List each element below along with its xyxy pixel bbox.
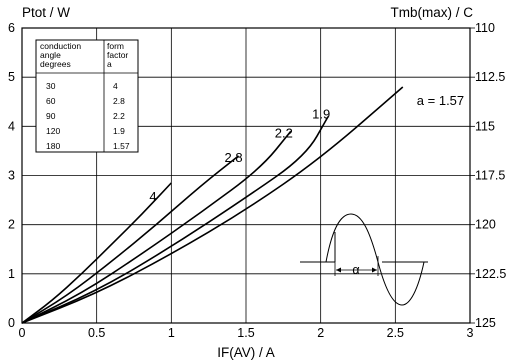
curve-label-2.2: 2.2 (275, 125, 293, 140)
table-cell-form-factor: 1.57 (113, 141, 130, 151)
arrowhead-right (372, 267, 377, 273)
table-cell-angle: 60 (46, 96, 56, 106)
x-tick-label: 3 (467, 326, 474, 340)
curve-4 (21, 182, 172, 324)
x-tick-label: 0.5 (88, 326, 105, 340)
curve-1.9 (21, 116, 329, 324)
table-frame (35, 39, 139, 153)
x-tick-label: 1.5 (237, 326, 254, 340)
y-tick-label: 2 (8, 218, 15, 232)
table-header-conduction-angle: degrees (40, 59, 71, 69)
table-cell-form-factor: 2.2 (113, 111, 125, 121)
x-tick-label: 2.5 (387, 326, 404, 340)
table-cell-angle: 180 (46, 141, 60, 151)
arrowhead-left (336, 267, 341, 273)
curve-2.8 (21, 155, 240, 324)
curve-label-4: 4 (149, 189, 156, 204)
x-tick-label: 0 (19, 326, 26, 340)
y-tick-label: 4 (8, 119, 15, 133)
table-cell-angle: 90 (46, 111, 56, 121)
x-tick-label: 1 (168, 326, 175, 340)
y2-tick-label: 112.5 (475, 70, 505, 84)
table-cell-form-factor: 2.8 (113, 96, 125, 106)
x-axis-title: IF(AV) / A (217, 345, 275, 360)
y2-axis-title: Tmb(max) / C (391, 5, 474, 20)
table-header-conduction-angle: angle (40, 50, 61, 60)
y-tick-label: 1 (8, 267, 15, 281)
x-tick-label: 2 (317, 326, 324, 340)
y2-tick-label: 117.5 (475, 169, 505, 183)
y2-tick-label: 115 (475, 119, 495, 133)
curve-label-2.8: 2.8 (225, 150, 243, 165)
table-cell-angle: 120 (46, 126, 60, 136)
y2-tick-label: 125 (475, 316, 496, 330)
y-tick-label: 0 (8, 316, 15, 330)
y-tick-label: 6 (8, 21, 15, 35)
y2-tick-label: 122.5 (475, 267, 506, 281)
y-tick-label: 5 (8, 70, 15, 84)
curve-1.57 (21, 86, 404, 324)
table-header-conduction-angle: conduction (40, 41, 81, 51)
table-header-form-factor: form (107, 41, 124, 51)
table-cell-form-factor: 1.9 (113, 126, 125, 136)
conduction-angle-symbol: α (352, 263, 359, 277)
table-cell-form-factor: 4 (113, 81, 118, 91)
curve-label-1.57: a = 1.57 (417, 93, 464, 108)
y2-tick-label: 110 (475, 21, 495, 35)
table-cell-angle: 30 (46, 81, 56, 91)
curve-label-1.9: 1.9 (312, 107, 330, 122)
table-header-form-factor: a (107, 59, 112, 69)
y2-tick-label: 120 (475, 218, 496, 232)
waveform-inset: α (300, 213, 428, 306)
table-header-form-factor: factor (107, 50, 128, 60)
waveform-sine (325, 213, 425, 306)
y-tick-label: 3 (8, 169, 15, 183)
y-axis-title: Ptot / W (22, 5, 70, 20)
curve-2.2 (21, 130, 292, 324)
curves: 4 2.8 2.2 1.9 a = 1.57 (21, 86, 464, 324)
tick-labels: 0 0.5 1 1.5 2 2.5 30123456125122.5120117.51151… (8, 21, 506, 340)
